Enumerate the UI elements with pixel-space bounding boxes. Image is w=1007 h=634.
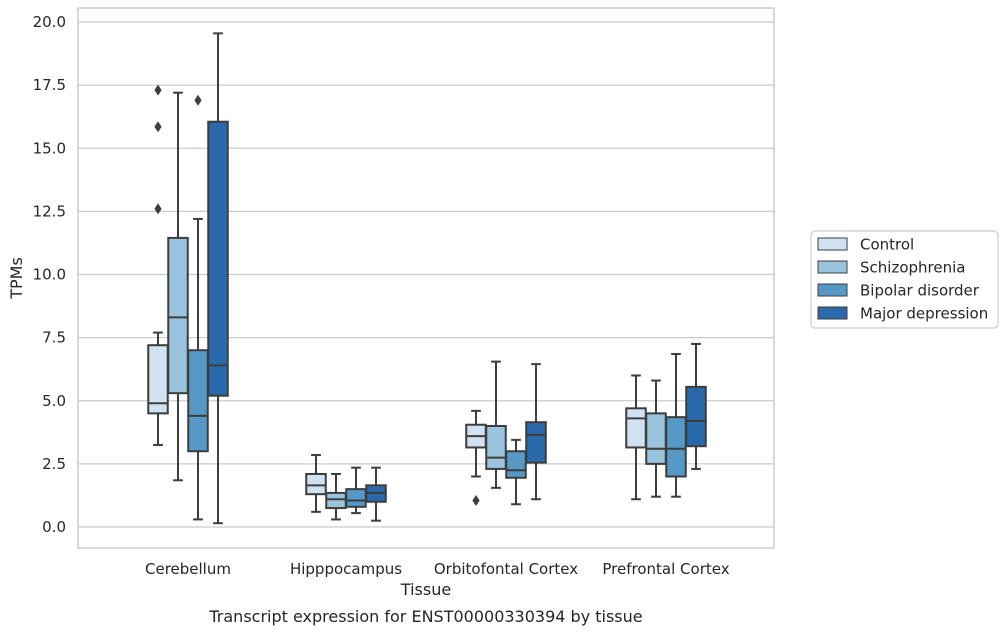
x-tick-label: Cerebellum — [145, 560, 231, 578]
box-major-depression-3 — [685, 342, 707, 470]
x-axis-label: Tissue — [400, 580, 451, 599]
box-iqr — [305, 472, 327, 496]
box-major-depression-1 — [365, 466, 387, 522]
legend-entry: Control — [860, 236, 914, 254]
y-tick-label: 12.5 — [33, 202, 66, 220]
x-tick-label: Prefrontal Cortex — [602, 560, 729, 578]
legend-swatch — [817, 283, 848, 297]
legend-swatch — [817, 260, 848, 274]
box-iqr — [625, 407, 647, 449]
box-major-depression-0 — [207, 32, 229, 525]
box-bipolar-disorder-3 — [665, 353, 687, 498]
outlier-point — [194, 94, 202, 106]
legend: Control Schizophrenia Bipolar disorder Majo… — [810, 230, 999, 329]
box-iqr — [345, 488, 367, 508]
y-tick-label: 17.5 — [33, 76, 66, 94]
y-axis-ticks: 0.0 2.5 5.0 7.5 10.0 12.5 15.0 17.5 20.0 — [33, 13, 66, 536]
box-schizophrenia-0 — [167, 91, 189, 482]
box-major-depression-2 — [525, 363, 547, 501]
y-tick-label: 0.0 — [42, 518, 66, 536]
box-iqr — [645, 412, 667, 465]
box-iqr — [187, 349, 209, 453]
y-tick-label: 20.0 — [33, 13, 66, 31]
legend-swatch — [817, 306, 848, 320]
box-iqr — [525, 421, 547, 464]
y-tick-label: 10.0 — [33, 266, 66, 284]
outlier-point — [154, 121, 162, 133]
box-iqr — [505, 450, 527, 479]
chart-caption: Transcript expression for ENST0000033039… — [208, 607, 642, 626]
y-tick-label: 5.0 — [42, 392, 66, 410]
x-tick-label: Orbitofontal Cortex — [434, 560, 578, 578]
box-control-0 — [147, 84, 169, 446]
outlier-point — [472, 494, 480, 506]
x-tick-label: Hipppocampus — [290, 560, 402, 578]
plot-frame — [77, 7, 775, 549]
box-iqr — [485, 425, 507, 470]
outlier-point — [154, 203, 162, 215]
y-axis-label: TPMs — [7, 257, 26, 300]
legend-swatch — [817, 237, 848, 251]
plot-area — [147, 32, 707, 525]
x-axis-ticks: Cerebellum Hipppocampus Orbitofontal Corte… — [145, 560, 730, 578]
box-iqr — [685, 385, 707, 448]
box-schizophrenia-1 — [325, 472, 347, 521]
y-tick-label: 2.5 — [42, 455, 66, 473]
box-schizophrenia-2 — [485, 360, 507, 489]
box-control-3 — [625, 374, 647, 501]
box-control-2 — [465, 409, 487, 506]
box-bipolar-disorder-2 — [505, 438, 527, 506]
box-bipolar-disorder-1 — [345, 466, 367, 515]
box-iqr — [167, 236, 189, 395]
y-tick-label: 15.0 — [33, 139, 66, 157]
legend-entry: Major depression — [860, 305, 988, 323]
legend-entry: Schizophrenia — [860, 259, 965, 277]
legend-frame — [810, 230, 999, 329]
outlier-point — [154, 84, 162, 96]
box-bipolar-disorder-0 — [187, 94, 209, 521]
box-iqr — [207, 120, 229, 397]
box-iqr — [325, 491, 347, 510]
y-tick-label: 7.5 — [42, 329, 66, 347]
legend-entry: Bipolar disorder — [860, 282, 980, 300]
box-control-1 — [305, 454, 327, 513]
box-iqr — [665, 416, 687, 478]
box-schizophrenia-3 — [645, 379, 667, 498]
